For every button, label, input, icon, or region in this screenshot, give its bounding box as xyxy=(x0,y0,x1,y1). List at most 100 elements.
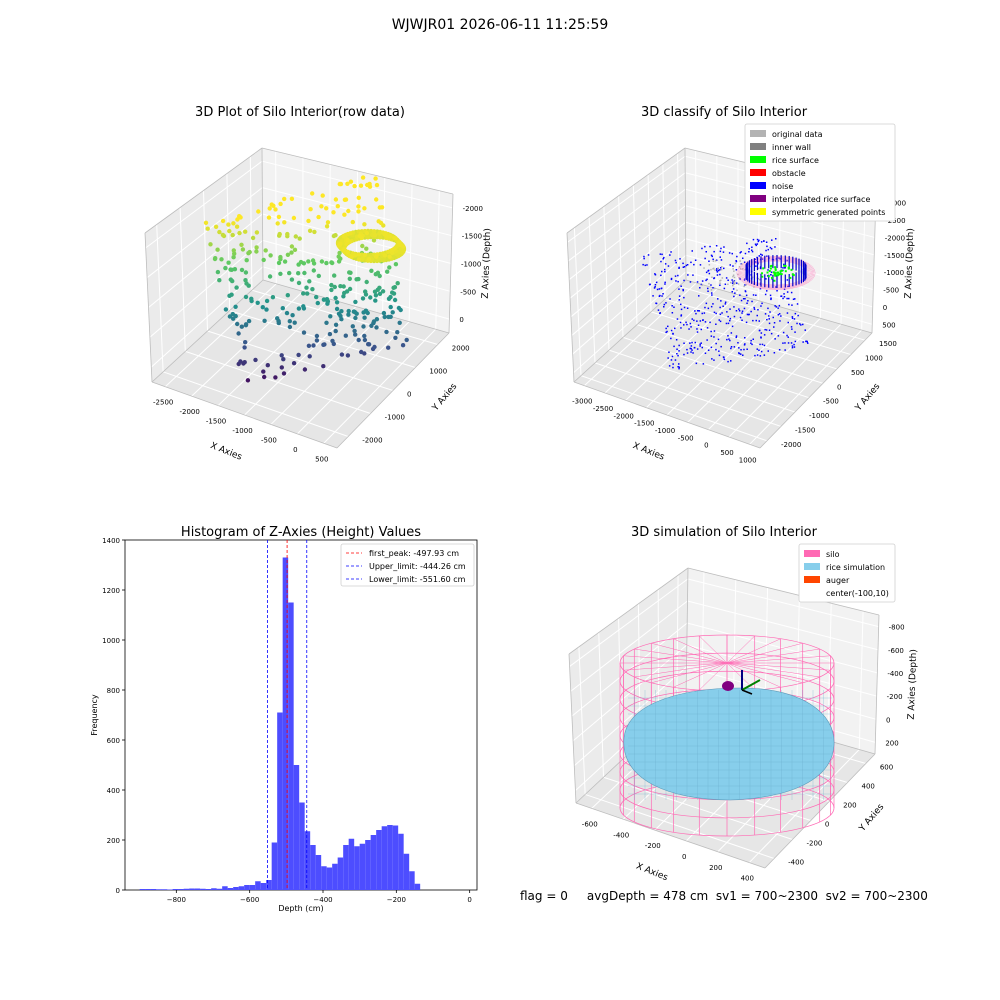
noise-point xyxy=(660,274,662,277)
noise-point xyxy=(741,319,743,321)
noise-point xyxy=(672,363,674,365)
data-point xyxy=(324,320,329,325)
data-point xyxy=(374,197,379,202)
rice-point xyxy=(781,269,784,272)
gridline xyxy=(685,271,873,325)
noise-point xyxy=(678,350,680,352)
noise-point xyxy=(705,279,707,282)
noise-point xyxy=(710,254,713,257)
interp-ring xyxy=(741,259,811,287)
data-point xyxy=(266,215,272,220)
data-point xyxy=(334,306,340,312)
data-point xyxy=(341,294,346,299)
z-tick-label: -1500 xyxy=(884,252,904,260)
gridline xyxy=(685,205,875,256)
data-point xyxy=(347,286,353,292)
original-point xyxy=(717,267,719,270)
data-point xyxy=(243,322,249,327)
original-point xyxy=(710,289,713,291)
noise-point xyxy=(754,243,757,245)
noise-point xyxy=(690,326,692,328)
noise-point xyxy=(705,302,708,305)
data-point xyxy=(396,305,402,311)
noise-point xyxy=(711,294,713,296)
noise-point xyxy=(689,322,692,325)
noise-point xyxy=(678,344,680,347)
noise-point xyxy=(655,281,658,284)
data-point xyxy=(362,333,367,339)
data-point xyxy=(324,260,329,266)
rice-point xyxy=(791,273,794,276)
data-point xyxy=(362,252,368,258)
original-point xyxy=(732,284,734,287)
silo-spoke xyxy=(699,635,728,664)
data-point xyxy=(333,295,338,301)
gridline xyxy=(687,622,878,674)
data-point xyxy=(229,292,234,297)
noise-point xyxy=(665,327,667,330)
noise-point xyxy=(671,305,673,307)
original-point xyxy=(720,268,723,271)
data-point xyxy=(343,197,349,202)
noise-point xyxy=(735,260,738,263)
data-point xyxy=(310,287,315,292)
noise-point xyxy=(742,257,744,259)
gridline xyxy=(598,632,604,778)
data-point xyxy=(310,191,315,196)
data-point xyxy=(249,296,254,301)
data-point xyxy=(345,249,351,255)
data-point xyxy=(390,247,395,253)
x-tick-label: -1000 xyxy=(655,427,675,435)
histogram-bar xyxy=(145,889,151,890)
data-point xyxy=(320,193,325,198)
data-point xyxy=(220,232,226,238)
data-point xyxy=(341,233,346,239)
noise-point xyxy=(775,238,777,240)
interp-ring xyxy=(739,257,814,289)
silo-spoke xyxy=(634,662,728,678)
data-point xyxy=(353,315,358,321)
noise-point xyxy=(713,250,715,253)
data-point xyxy=(285,252,291,257)
gridline xyxy=(573,227,582,376)
noise-point xyxy=(683,279,685,282)
noise-point xyxy=(662,258,664,260)
data-point xyxy=(226,260,231,265)
data-point xyxy=(377,291,383,296)
noise-point xyxy=(761,254,763,256)
gridline xyxy=(229,310,416,368)
data-point xyxy=(307,279,312,284)
noise-point xyxy=(777,314,780,316)
noise-point xyxy=(794,298,796,300)
noise-point xyxy=(696,320,698,322)
noise-point xyxy=(699,287,701,289)
data-point xyxy=(373,298,378,303)
histogram-bar xyxy=(178,889,184,890)
noise-point xyxy=(720,267,722,269)
y-tick-label: 1200 xyxy=(102,587,120,595)
y-tick-label: 600 xyxy=(880,764,893,772)
noise-point xyxy=(790,342,793,344)
data-point xyxy=(255,300,260,305)
noise-point xyxy=(782,267,784,269)
noise-point xyxy=(752,294,755,296)
noise-point xyxy=(720,345,722,348)
rice-point xyxy=(772,271,775,274)
z-axis-label: Z Axies (Depth) xyxy=(907,649,919,720)
original-point xyxy=(720,279,722,282)
noise-point xyxy=(758,255,760,257)
noise-point xyxy=(683,296,685,299)
noise-point xyxy=(667,265,670,267)
noise-point xyxy=(688,328,690,330)
data-point xyxy=(329,260,334,265)
noise-point xyxy=(735,336,737,339)
noise-point xyxy=(720,300,722,302)
noise-point xyxy=(737,342,739,344)
data-point xyxy=(329,287,334,293)
data-point xyxy=(280,306,285,311)
noise-point xyxy=(778,304,781,307)
data-point xyxy=(239,267,245,273)
histogram-bar xyxy=(233,887,239,890)
noise-point xyxy=(796,322,798,325)
noise-point xyxy=(761,258,764,260)
